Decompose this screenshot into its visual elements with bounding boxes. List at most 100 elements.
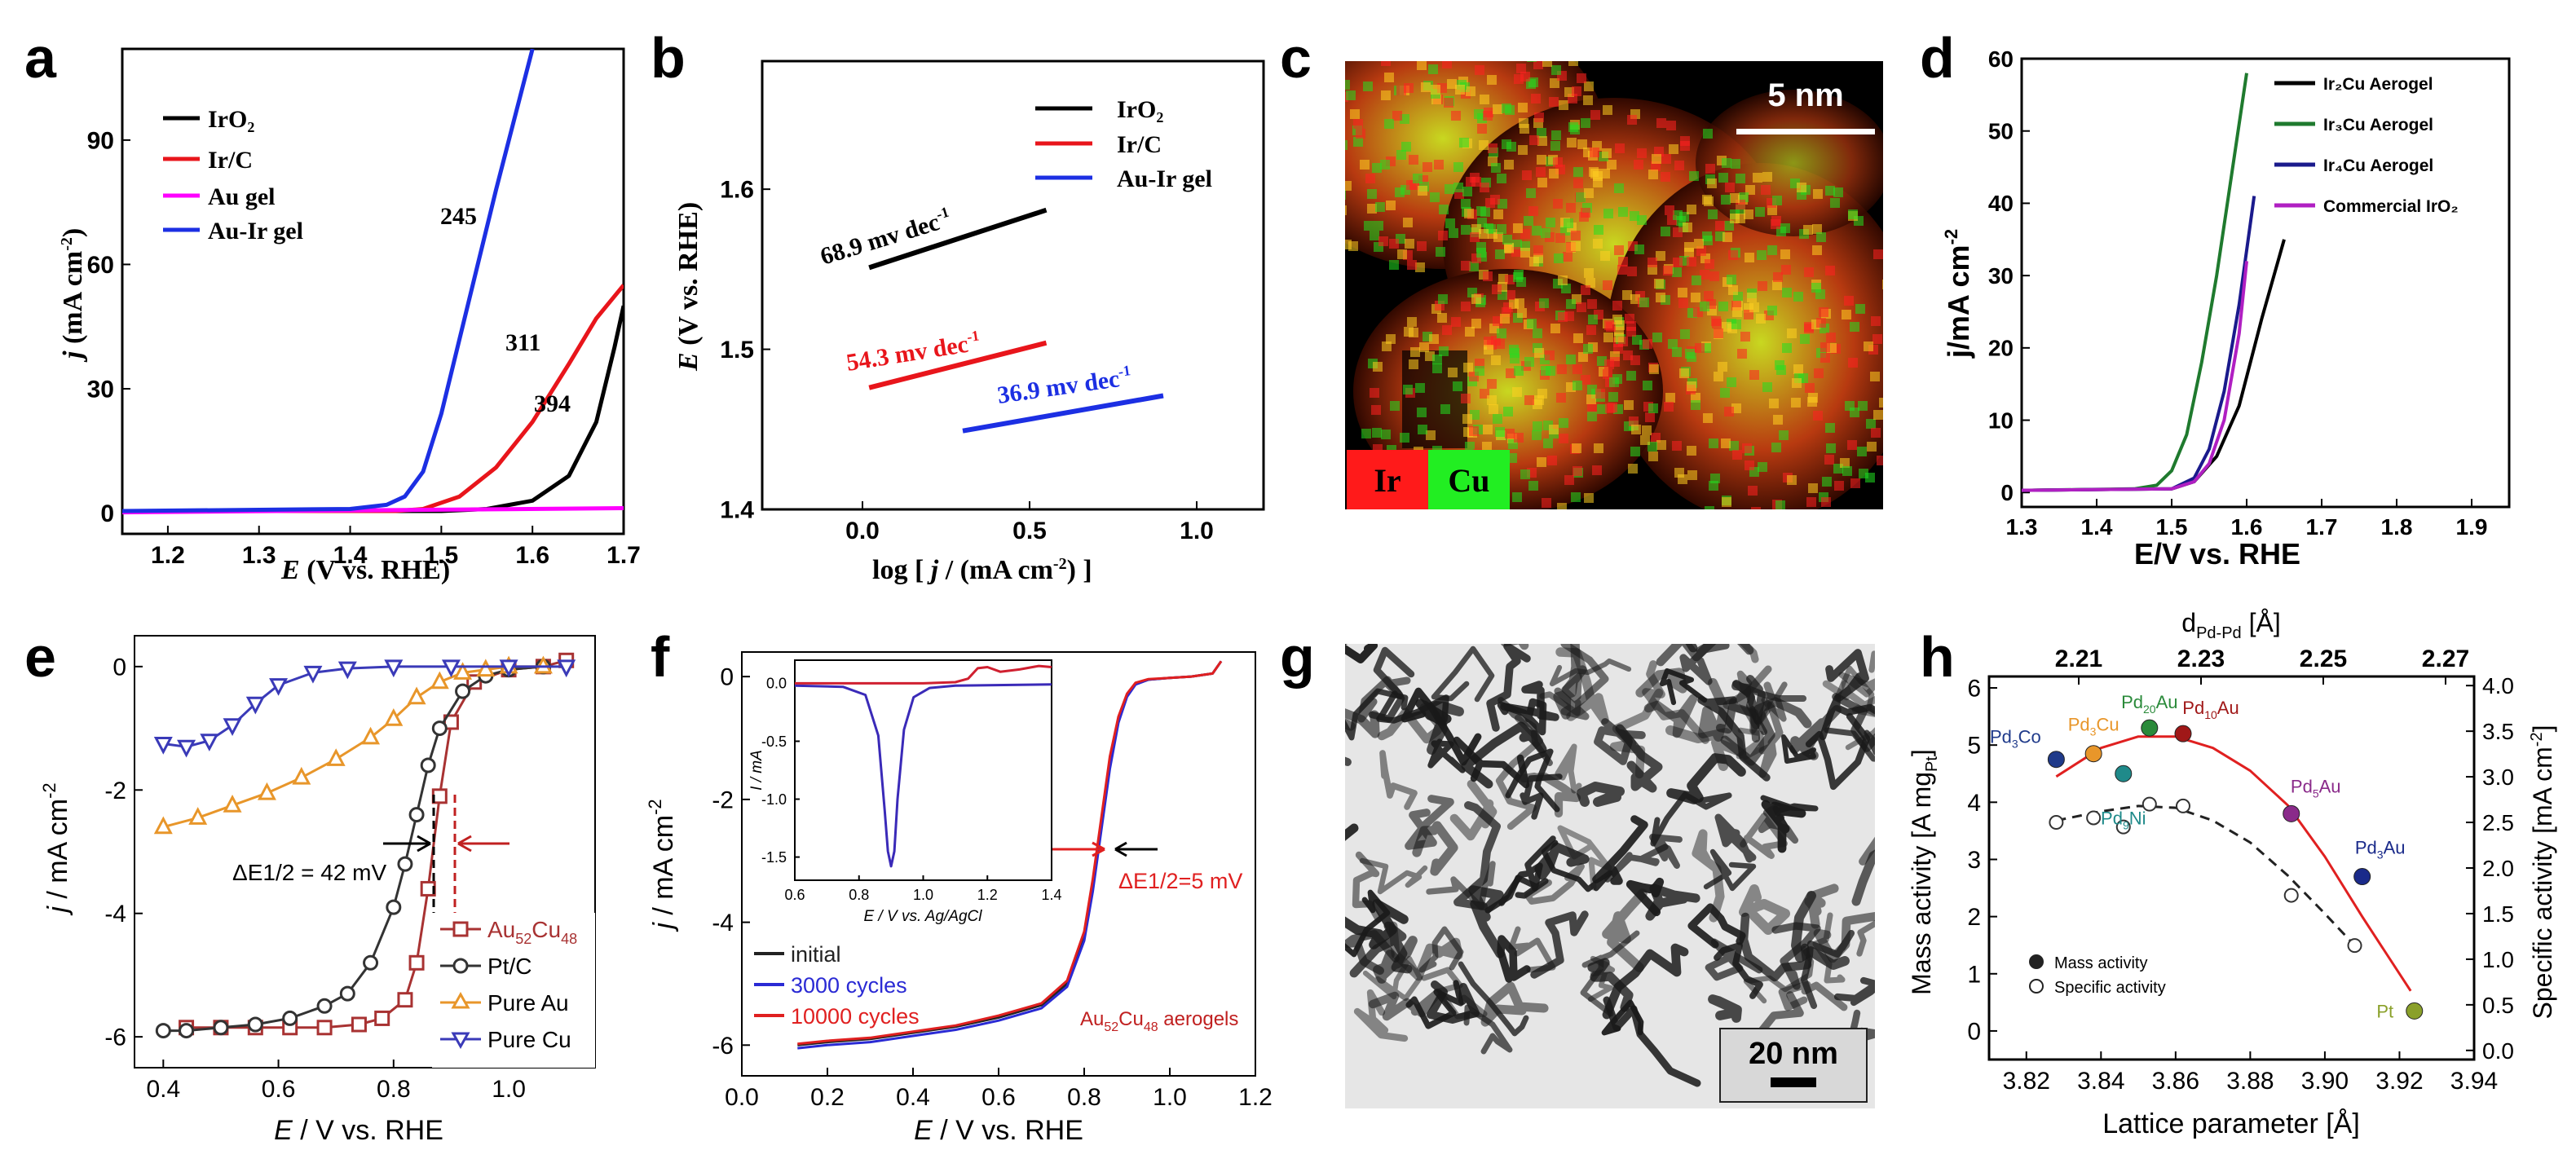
x-axis-label: log [ j / (mA cm-2) ] xyxy=(872,555,1092,585)
specific-activity-point xyxy=(2176,798,2190,813)
series-line xyxy=(2022,196,2256,492)
x-tick-label: 0.8 xyxy=(377,1076,411,1103)
legend: IrO₂ Ir/C Au gel Au-Ir gel xyxy=(163,106,303,245)
point-label: Pd3Cu xyxy=(2068,715,2119,738)
arrow-icon xyxy=(1052,841,1105,857)
plot-frame xyxy=(121,47,625,535)
right-y-tick-label: 2.0 xyxy=(2482,856,2514,881)
map-texture xyxy=(1345,61,1883,509)
point-label: Pd10Au xyxy=(2182,698,2239,721)
x-tick-label: 1.3 xyxy=(242,542,276,569)
data-point xyxy=(397,856,413,872)
inset-series-line xyxy=(794,683,1052,868)
y-tick-label: 0 xyxy=(112,654,126,681)
x-tick-label: 0.2 xyxy=(810,1084,845,1111)
scale-bar-box xyxy=(1719,1028,1868,1103)
panel-f-chart: 0.0 0.2 0.4 0.6 0.8 1.0 1.20-2-4-6 ΔE1/2=5 mV … xyxy=(645,651,1273,1146)
y-tick-label: 0.0 xyxy=(766,676,787,692)
mass-activity-point xyxy=(2174,725,2192,742)
data-point xyxy=(223,795,242,813)
data-point xyxy=(213,1020,229,1036)
legend-entry: IrO₂ xyxy=(1117,96,1163,123)
ir-channel-label: Ir xyxy=(1374,462,1400,499)
y-tick-label: 10 xyxy=(1988,408,2014,433)
x-tick-label: 1.4 xyxy=(333,542,368,569)
x-tick-label: 1.2 xyxy=(1238,1084,1273,1111)
mass-activity-point xyxy=(2283,804,2300,822)
panel-label-f: f xyxy=(651,625,670,689)
y-axis-label: j/mA cm-2 xyxy=(1941,229,1975,359)
x-tick-label: 1.6 xyxy=(515,542,549,569)
x-axis-label: E/V vs. RHE xyxy=(2134,537,2300,571)
x-tick-label: 1.0 xyxy=(492,1076,526,1103)
point-label: Pd3Co xyxy=(1990,727,2041,751)
x-tick-label: 1.2 xyxy=(977,887,998,903)
data-point xyxy=(179,1023,195,1039)
y-tick-label: 6 xyxy=(1967,676,1981,703)
arrow-icon xyxy=(457,835,509,853)
x-tick-label: 1.9 xyxy=(2456,514,2488,540)
slope-annotation: 54.3 mv dec-1 xyxy=(845,327,982,377)
data-point xyxy=(188,807,208,825)
right-y-tick-label: 4.0 xyxy=(2482,673,2514,698)
y-tick-label: -4 xyxy=(104,901,126,927)
y-tick-label: -2 xyxy=(712,786,734,813)
data-point xyxy=(337,661,357,680)
x-tick-label: 0.6 xyxy=(262,1076,296,1103)
legend-entry: Specific activity xyxy=(2054,979,2166,997)
x-tick-label: 0.0 xyxy=(845,518,880,544)
x-axis-label: Lattice parameter [Å] xyxy=(2102,1108,2360,1139)
x-tick-label: 3.92 xyxy=(2375,1068,2423,1095)
right-y-tick-label: 1.5 xyxy=(2482,901,2514,927)
data-point xyxy=(374,1010,390,1026)
x-tick-label: 1.6 xyxy=(2231,514,2263,540)
y-tick-label: 50 xyxy=(1988,119,2014,144)
slope-annotation: 36.9 mv dec-1 xyxy=(995,362,1133,409)
data-point xyxy=(339,985,355,1002)
data-point xyxy=(455,683,471,699)
x-tick-label: 3.90 xyxy=(2301,1068,2349,1095)
inset-frame xyxy=(794,659,1052,881)
x-tick-label: 0.5 xyxy=(1012,518,1047,544)
y-tick-label: 20 xyxy=(1988,336,2014,361)
panel-label-d: d xyxy=(1920,26,1955,90)
legend-entry: Ir₃Cu Aerogel xyxy=(2323,116,2433,134)
series-line xyxy=(2022,261,2248,492)
right-y-tick-label: 3.0 xyxy=(2482,764,2514,790)
scale-bar-label: 20 nm xyxy=(1749,1037,1838,1071)
annotation: 245 xyxy=(440,203,477,230)
legend-entry: Ir₂Cu Aerogel xyxy=(2323,75,2433,94)
point-label: Pd20Au xyxy=(2121,692,2177,716)
legend-entry: Ir/C xyxy=(1117,131,1162,158)
x-axis-label: E / V vs. RHE xyxy=(274,1115,443,1146)
y-tick-label: -6 xyxy=(104,1024,126,1051)
specific-activity-point xyxy=(2283,888,2299,903)
x-tick-label: 3.94 xyxy=(2450,1068,2498,1095)
y-axis-label: E (V vs. RHE) xyxy=(673,202,704,372)
cu-channel-label: Cu xyxy=(1448,462,1489,499)
data-point xyxy=(351,1016,367,1033)
specific-activity-point xyxy=(2086,810,2102,826)
x-tick-label: 1.0 xyxy=(913,887,933,903)
inset-series-line xyxy=(795,664,1052,685)
data-point xyxy=(441,659,461,678)
right-y-tick-label: 0.0 xyxy=(2482,1038,2514,1064)
legend-entry: Pt/C xyxy=(487,954,532,979)
top-x-axis-label: dPd-Pd [Å] xyxy=(2181,608,2280,642)
y-tick-label: -2 xyxy=(104,778,126,804)
y-tick-label: 0 xyxy=(100,500,114,527)
y-tick-label: 0 xyxy=(1967,1018,1981,1045)
point-label: Pd9Ni xyxy=(2101,808,2146,831)
x-tick-label: 1.7 xyxy=(607,542,641,569)
x-tick-label: 0.4 xyxy=(146,1076,180,1103)
x-axis-label: E (V vs. RHE) xyxy=(280,555,450,585)
scale-bar xyxy=(1771,1077,1816,1087)
y-tick-label: 4 xyxy=(1967,790,1981,817)
mass-activity-point xyxy=(2084,745,2102,763)
y-tick-label: 90 xyxy=(87,127,114,154)
x-tick-label: 0.8 xyxy=(1067,1084,1101,1111)
y-axis-label: j / mA cm-2 xyxy=(39,782,73,915)
mass-fit-curve xyxy=(2055,735,2412,992)
data-point xyxy=(499,659,518,678)
